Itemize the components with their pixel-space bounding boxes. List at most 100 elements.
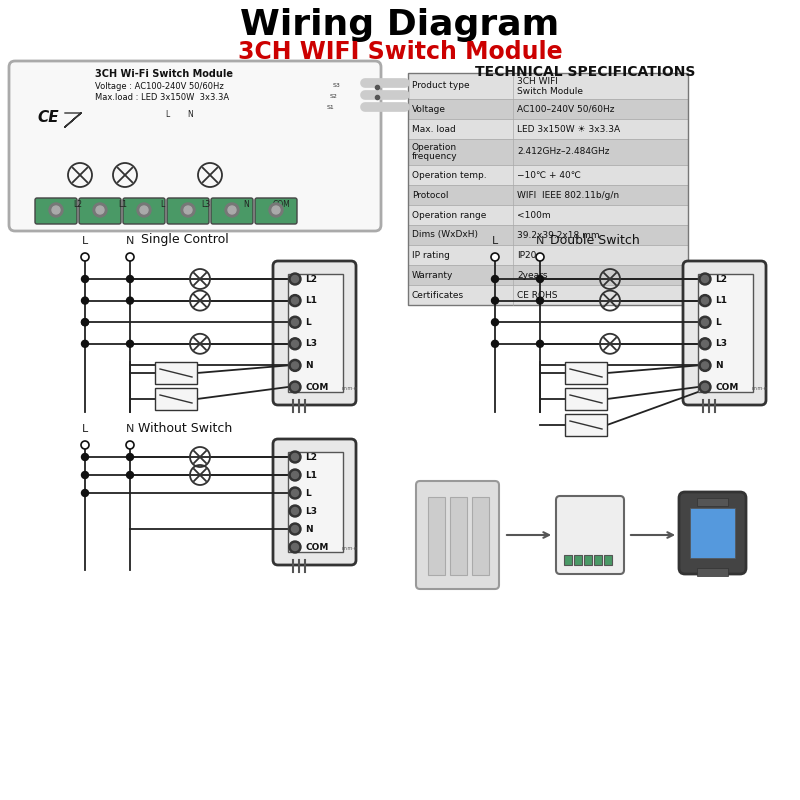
Circle shape bbox=[225, 203, 239, 217]
Circle shape bbox=[702, 318, 709, 326]
Circle shape bbox=[82, 318, 89, 326]
FancyBboxPatch shape bbox=[273, 261, 356, 405]
Circle shape bbox=[699, 316, 711, 328]
Circle shape bbox=[699, 273, 711, 285]
FancyBboxPatch shape bbox=[273, 439, 356, 565]
Bar bbox=[574, 555, 582, 565]
Circle shape bbox=[291, 297, 298, 304]
FancyBboxPatch shape bbox=[416, 481, 499, 589]
Text: −10℃ + 40℃: −10℃ + 40℃ bbox=[517, 170, 581, 179]
Circle shape bbox=[137, 203, 151, 217]
Text: S3: S3 bbox=[333, 83, 341, 88]
Circle shape bbox=[289, 451, 301, 463]
Bar bbox=[450, 497, 467, 575]
Bar bbox=[408, 73, 688, 99]
Circle shape bbox=[291, 507, 298, 514]
Circle shape bbox=[184, 206, 192, 214]
Circle shape bbox=[291, 526, 298, 533]
Text: N: N bbox=[243, 200, 249, 209]
Circle shape bbox=[291, 340, 298, 347]
Circle shape bbox=[491, 318, 498, 326]
Circle shape bbox=[96, 206, 104, 214]
Text: m·m·e: m·m·e bbox=[341, 386, 357, 391]
Text: L2: L2 bbox=[73, 200, 82, 209]
Circle shape bbox=[537, 340, 543, 347]
Circle shape bbox=[82, 471, 89, 478]
Circle shape bbox=[699, 294, 711, 306]
Text: L3: L3 bbox=[305, 506, 317, 515]
Text: TECHNICAL SPECIFICATIONS: TECHNICAL SPECIFICATIONS bbox=[475, 65, 695, 79]
Bar bbox=[288, 274, 343, 392]
Circle shape bbox=[126, 275, 134, 282]
Circle shape bbox=[181, 203, 195, 217]
Circle shape bbox=[126, 297, 134, 304]
Text: Certificates: Certificates bbox=[412, 290, 464, 299]
Text: S1: S1 bbox=[327, 105, 334, 110]
Text: COM: COM bbox=[715, 382, 738, 391]
Text: Double Switch: Double Switch bbox=[550, 234, 640, 246]
Text: Dims (WxDxH): Dims (WxDxH) bbox=[412, 230, 478, 239]
Circle shape bbox=[289, 469, 301, 481]
Text: L1: L1 bbox=[118, 200, 127, 209]
Text: L1: L1 bbox=[305, 470, 317, 479]
Text: N: N bbox=[305, 525, 313, 534]
Text: N: N bbox=[305, 361, 313, 370]
Text: COM: COM bbox=[305, 542, 328, 551]
Circle shape bbox=[699, 381, 711, 393]
FancyBboxPatch shape bbox=[35, 198, 77, 224]
Circle shape bbox=[291, 454, 298, 461]
Circle shape bbox=[49, 203, 63, 217]
Text: Voltage: Voltage bbox=[412, 105, 446, 114]
Circle shape bbox=[82, 490, 89, 497]
Circle shape bbox=[126, 253, 134, 261]
Text: L3: L3 bbox=[715, 339, 727, 348]
FancyBboxPatch shape bbox=[683, 261, 766, 405]
Circle shape bbox=[272, 206, 280, 214]
Circle shape bbox=[289, 523, 301, 535]
Circle shape bbox=[289, 273, 301, 285]
Bar bbox=[408, 225, 688, 245]
Bar bbox=[565, 388, 607, 410]
Circle shape bbox=[289, 316, 301, 328]
Bar bbox=[155, 362, 197, 384]
Circle shape bbox=[702, 383, 709, 390]
Text: L: L bbox=[305, 489, 310, 498]
Text: L: L bbox=[492, 236, 498, 246]
Text: Operation: Operation bbox=[412, 143, 457, 152]
Text: L1: L1 bbox=[305, 296, 317, 305]
Circle shape bbox=[289, 294, 301, 306]
Text: L: L bbox=[82, 424, 88, 434]
Circle shape bbox=[291, 318, 298, 326]
Circle shape bbox=[702, 275, 709, 282]
Circle shape bbox=[289, 338, 301, 350]
Text: L3: L3 bbox=[305, 339, 317, 348]
Bar bbox=[697, 568, 728, 576]
Circle shape bbox=[699, 359, 711, 371]
Circle shape bbox=[491, 340, 498, 347]
Text: Single Control: Single Control bbox=[141, 234, 229, 246]
Text: L2: L2 bbox=[715, 274, 727, 283]
Circle shape bbox=[228, 206, 236, 214]
Circle shape bbox=[81, 253, 89, 261]
Circle shape bbox=[291, 383, 298, 390]
Circle shape bbox=[702, 340, 709, 347]
Bar bbox=[408, 165, 688, 185]
Circle shape bbox=[289, 541, 301, 553]
Bar bbox=[594, 555, 602, 565]
Bar bbox=[408, 73, 688, 305]
FancyBboxPatch shape bbox=[167, 198, 209, 224]
Circle shape bbox=[52, 206, 60, 214]
Circle shape bbox=[289, 359, 301, 371]
Circle shape bbox=[82, 454, 89, 461]
Text: 3CH WIFI: 3CH WIFI bbox=[517, 77, 558, 86]
Text: m·m·e: m·m·e bbox=[341, 546, 357, 551]
Circle shape bbox=[82, 340, 89, 347]
Bar bbox=[604, 555, 612, 565]
Circle shape bbox=[699, 338, 711, 350]
Bar bbox=[697, 498, 728, 506]
Text: LED 3x150W ☀ 3x3.3A: LED 3x150W ☀ 3x3.3A bbox=[517, 125, 620, 134]
Bar bbox=[408, 119, 688, 139]
Text: L2: L2 bbox=[305, 453, 317, 462]
Circle shape bbox=[269, 203, 283, 217]
Text: N: N bbox=[715, 361, 722, 370]
